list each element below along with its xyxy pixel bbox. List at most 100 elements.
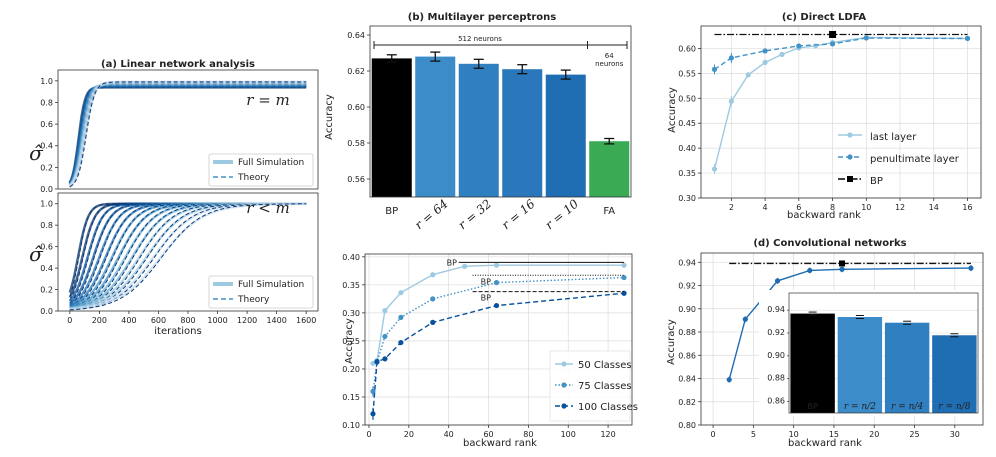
bp-label: BP (481, 294, 491, 303)
panel-b2-xlabel: backward rank (463, 438, 537, 449)
inset-bar-2 (884, 322, 930, 413)
y-tick-label: 0.60 (678, 44, 696, 53)
inset-bar-1 (837, 317, 883, 413)
data-point (430, 319, 436, 325)
x-tick-label: 1400 (266, 316, 286, 325)
y-tick-label: 0.6 (40, 243, 53, 252)
x-tick-label: 5 (751, 430, 756, 439)
inset-category-label: r = n/2 (844, 402, 876, 412)
panel-b-512-annotation: 512 neurons (458, 35, 502, 43)
x-tick-label: 400 (121, 316, 136, 325)
data-point (829, 41, 836, 47)
inset-category-label: BP (807, 402, 817, 411)
x-tick-label: 25 (909, 430, 919, 439)
y-tick-label: 0.88 (678, 328, 696, 337)
data-point (762, 48, 768, 54)
data-point (796, 43, 802, 49)
x-tick-label: 60 (483, 430, 493, 439)
y-tick-label: 0.30 (342, 309, 360, 318)
y-tick-label: 0.55 (678, 69, 696, 78)
theory-curve (69, 203, 307, 310)
x-tick-label: 8 (830, 203, 835, 212)
y-tick-label: 0.2 (40, 286, 53, 295)
inset-category-label: r = n/8 (938, 402, 970, 412)
y-tick-label: 0.8 (40, 221, 53, 230)
panel-a-bottom-legend: Full Simulation Theory (208, 275, 314, 309)
x-tick-label: 30 (950, 430, 960, 439)
panel-d-plot: 0.80 0.82 0.84 0.86 0.88 0.90 0.92 0.94 0 5 10 15 20… (678, 252, 984, 439)
panel-d-title: (d) Convolutional networks (753, 238, 906, 249)
legend-marker (561, 382, 567, 388)
y-tick-label: 0.64 (347, 31, 365, 40)
panel-c-xlabel: backward rank (787, 210, 861, 221)
x-tick-label: 14 (929, 203, 939, 212)
y-tick-label: 0.82 (678, 398, 696, 407)
bar-2 (458, 63, 499, 197)
panel-c-plot: 0.30 0.35 0.40 0.45 0.50 0.55 0.60 2 4 6 8 10 12 14 16… (678, 25, 982, 212)
legend-theory: Theory (237, 173, 270, 183)
x-tick-label: 800 (180, 316, 195, 325)
legend-label: 50 Classes (578, 360, 632, 371)
legend-marker (561, 403, 567, 409)
x-tick-label: 120 (600, 430, 615, 439)
data-point (779, 51, 785, 58)
category-label: r = 32 (456, 197, 495, 233)
x-tick-label: 1600 (296, 316, 316, 325)
y-tick-label: 0.35 (342, 281, 360, 290)
legend-theory: Theory (237, 295, 270, 305)
legend-full-simulation: Full Simulation (238, 280, 304, 290)
panel-a-title: (a) Linear network analysis (101, 59, 255, 70)
y-tick-label: 0.58 (347, 139, 365, 148)
y-tick-label: 0.94 (678, 258, 696, 267)
y-tick-label: 0.92 (678, 282, 696, 291)
panel-b-rank-plot: 0.10 0.15 0.20 0.25 0.30 0.35 0.40 0 20 40 60 80 100… (342, 253, 638, 439)
x-tick-label: 1000 (207, 316, 227, 325)
legend-label: last layer (870, 132, 917, 143)
panel-b2-ylabel: Accuracy (344, 318, 355, 364)
bar-1 (415, 56, 456, 197)
x-tick-label: 0 (711, 430, 716, 439)
x-tick-label: 20 (404, 430, 414, 439)
x-tick-label: 16 (962, 203, 972, 212)
x-tick-label: 4 (763, 203, 768, 212)
y-tick-label: 0.50 (678, 94, 696, 103)
inset-bar-3 (932, 335, 977, 413)
y-tick-label: 0.0 (40, 185, 53, 194)
panel-d-ylabel: Accuracy (666, 319, 677, 365)
theory-curve (69, 203, 307, 311)
data-point (382, 356, 388, 362)
data-point (398, 339, 404, 346)
category-label: FA (603, 206, 615, 217)
x-tick-label: 0 (366, 430, 371, 439)
y-tick-label: 0.6 (40, 120, 53, 129)
data-point (745, 72, 751, 78)
y-tick-label: 0.90 (678, 305, 696, 314)
data-point (382, 308, 388, 314)
panel-d-frame (700, 252, 984, 426)
y-tick-label: 1.0 (40, 200, 53, 209)
data-point (964, 35, 971, 42)
legend-marker (847, 132, 853, 138)
x-tick-label: 80 (523, 430, 533, 439)
x-tick-label: 10 (789, 430, 799, 439)
category-label: r = 64 (412, 197, 451, 233)
x-tick-label: 10 (861, 203, 871, 212)
legend-label: 75 Classes (578, 381, 632, 392)
legend-label: 100 Classes (578, 402, 638, 413)
x-tick-label: 600 (151, 316, 166, 325)
panel-b-ylabel: Accuracy (324, 94, 335, 140)
y-tick-label: 0.2 (40, 163, 53, 172)
x-tick-label: 40 (444, 430, 454, 439)
inset-y-tick-label: 0.88 (767, 374, 785, 383)
y-tick-label: 0.56 (347, 175, 365, 184)
data-point (382, 333, 388, 340)
data-point (863, 35, 869, 41)
y-tick-label: 0.25 (342, 337, 360, 346)
data-point (430, 272, 436, 278)
y-tick-label: 0.4 (40, 142, 53, 151)
panel-b-frame (369, 25, 632, 198)
panel-a-bottom-annotation: r < m (246, 199, 290, 217)
series-line-0 (372, 264, 624, 364)
y-tick-label: 0.62 (347, 67, 365, 76)
